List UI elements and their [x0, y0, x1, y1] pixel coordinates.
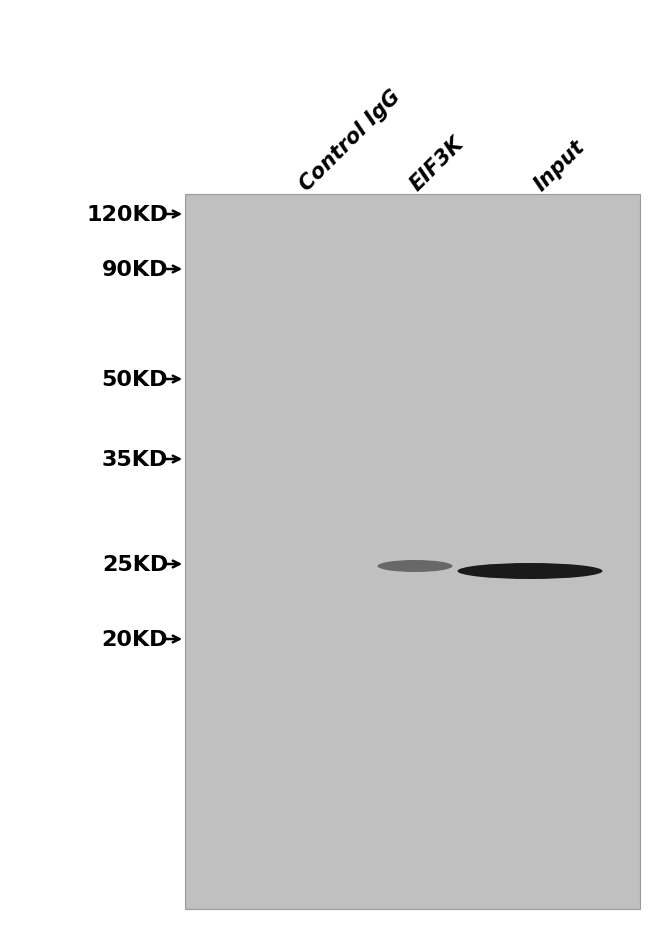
Text: EIF3K: EIF3K	[406, 134, 467, 195]
Text: Input: Input	[531, 136, 589, 195]
Text: 20KD: 20KD	[101, 629, 168, 650]
Text: 120KD: 120KD	[86, 205, 168, 225]
Text: Control IgG: Control IgG	[296, 86, 404, 195]
Text: 25KD: 25KD	[102, 554, 168, 574]
Ellipse shape	[458, 563, 603, 579]
Text: 35KD: 35KD	[102, 449, 168, 470]
Text: 90KD: 90KD	[101, 260, 168, 279]
Text: 50KD: 50KD	[101, 369, 168, 390]
Bar	[185, 195, 640, 909]
Ellipse shape	[378, 561, 452, 573]
